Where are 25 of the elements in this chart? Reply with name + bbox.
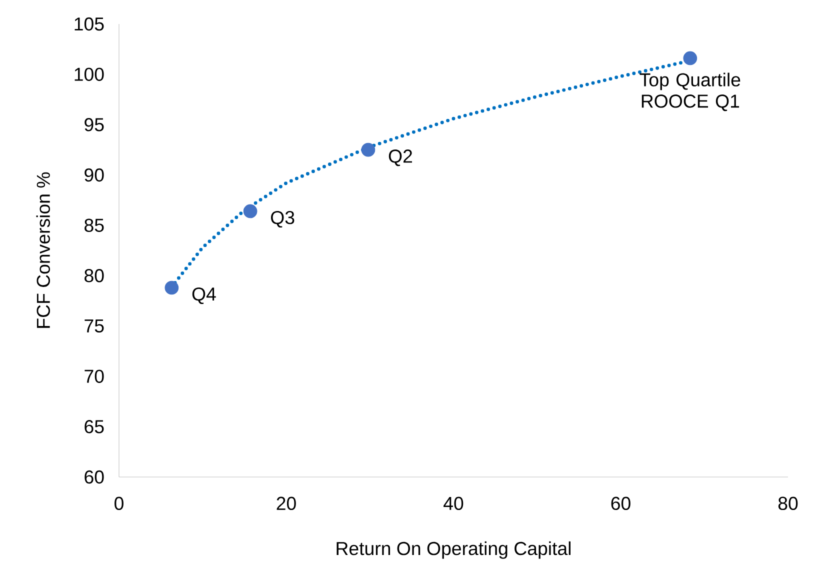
annotation: Q4 [192,287,216,304]
y-tick-label: 90 [84,168,104,182]
y-tick-label: 70 [84,370,104,383]
y-tick-label: 60 [84,470,104,484]
y-tick-label: 95 [84,118,104,132]
x-tick-label: 0 [114,496,124,510]
point [683,51,698,66]
x-axis-title: Return On Operating Capital [336,541,571,559]
point [243,204,258,218]
y-tick-label: 65 [84,420,104,434]
y-tick-label: 100 [74,68,104,81]
annotation: Top Quartile ROOCE Q1 [640,72,740,112]
x-tick-label: 60 [611,496,630,510]
x-tick-label: 40 [444,496,464,510]
point [361,142,376,157]
y-tick-label: 85 [84,218,104,232]
point [164,280,179,295]
x-tick-label: 20 [276,496,296,510]
annotation: Q3 [270,210,294,228]
y-tick-label: 80 [84,269,104,282]
y-tick-label: 75 [84,319,104,333]
y-axis-title: FCF Conversion % [36,172,50,328]
x-tick-label: 80 [778,496,798,510]
annotation: Q2 [388,150,412,166]
y-tick-label: 105 [74,17,104,31]
